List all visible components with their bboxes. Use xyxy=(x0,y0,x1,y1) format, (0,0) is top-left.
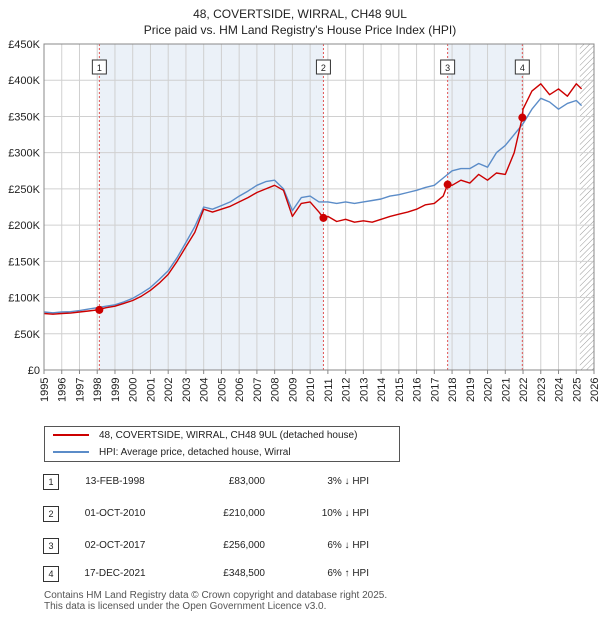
legend-item-hpi: HPI: Average price, detached house, Wirr… xyxy=(53,445,291,461)
x-tick-label: 2020 xyxy=(483,378,495,402)
x-tick-label: 2014 xyxy=(376,378,388,402)
x-tick-label: 2016 xyxy=(412,378,424,402)
chart-title: 48, COVERTSIDE, WIRRAL, CH48 9UL Price p… xyxy=(0,6,600,38)
x-tick-label: 2010 xyxy=(305,378,317,402)
sale-hpi-diff: 3% ↓ HPI xyxy=(327,476,369,487)
footer-licence: This data is licensed under the Open Gov… xyxy=(44,601,327,612)
x-tick-label: 2018 xyxy=(447,378,459,402)
x-tick-label: 2004 xyxy=(199,378,211,402)
x-tick-label: 2001 xyxy=(145,378,157,402)
y-tick-label: £350K xyxy=(8,111,40,123)
sale-number-badge: 2 xyxy=(43,506,59,522)
sale-marker-label: 3 xyxy=(445,63,450,73)
x-tick-label: 2017 xyxy=(429,378,441,402)
sale-number-badge: 3 xyxy=(43,538,59,554)
x-tick-label: 2008 xyxy=(270,378,282,402)
footer-copyright: Contains HM Land Registry data © Crown c… xyxy=(44,590,388,601)
y-tick-label: £300K xyxy=(8,148,40,160)
ownership-band xyxy=(99,44,324,370)
x-tick-label: 2019 xyxy=(465,378,477,402)
x-tick-label: 1998 xyxy=(92,378,104,402)
sale-point xyxy=(443,180,452,189)
sale-price: £348,500 xyxy=(223,568,265,579)
x-tick-label: 2012 xyxy=(341,378,353,402)
projection-hatch xyxy=(579,44,594,370)
ownership-band xyxy=(447,44,523,370)
x-tick-label: 2002 xyxy=(163,378,175,402)
sale-date: 01-OCT-2010 xyxy=(84,508,146,519)
x-tick-label: 1995 xyxy=(39,378,51,402)
sale-marker-box xyxy=(315,59,331,75)
x-tick-label: 1999 xyxy=(110,378,122,402)
chart-title-line2: Price paid vs. HM Land Registry's House … xyxy=(143,23,457,37)
sale-row: 4 17-DEC-2021 £348,500 6% ↑ HPI xyxy=(0,564,600,584)
sale-price: £210,000 xyxy=(223,508,265,519)
y-tick-label: £200K xyxy=(8,220,40,232)
sale-date: 02-OCT-2017 xyxy=(84,540,146,551)
y-tick-label: £450K xyxy=(8,39,40,51)
sale-date: 13-FEB-1998 xyxy=(85,476,145,487)
sale-point xyxy=(518,113,527,122)
x-tick-label: 2015 xyxy=(394,378,406,402)
x-tick-label: 1997 xyxy=(74,378,86,402)
legend-label-property: 48, COVERTSIDE, WIRRAL, CH48 9UL (detach… xyxy=(99,430,358,441)
sale-row: 2 01-OCT-2010 £210,000 10% ↓ HPI xyxy=(0,504,600,524)
legend-label-hpi: HPI: Average price, detached house, Wirr… xyxy=(99,447,291,458)
legend-swatch-blue xyxy=(53,451,89,454)
x-tick-label: 2007 xyxy=(252,378,264,402)
legend-item-property: 48, COVERTSIDE, WIRRAL, CH48 9UL (detach… xyxy=(53,428,357,444)
plot-frame xyxy=(43,43,595,371)
y-tick-label: £150K xyxy=(8,256,40,268)
x-tick-label: 2011 xyxy=(323,378,335,402)
y-tick-label: £100K xyxy=(8,293,40,305)
sale-hpi-diff: 10% ↓ HPI xyxy=(321,508,369,519)
x-tick-label: 2003 xyxy=(181,378,193,402)
x-tick-label: 2021 xyxy=(500,378,512,402)
sale-price: £256,000 xyxy=(223,540,265,551)
x-tick-label: 2022 xyxy=(518,378,530,402)
legend-swatch-red xyxy=(53,434,89,437)
x-tick-label: 2009 xyxy=(287,378,299,402)
chart-title-line1: 48, COVERTSIDE, WIRRAL, CH48 9UL xyxy=(193,7,407,21)
sale-hpi-diff: 6% ↓ HPI xyxy=(327,540,369,551)
x-tick-label: 1996 xyxy=(57,378,69,402)
sale-row: 3 02-OCT-2017 £256,000 6% ↓ HPI xyxy=(0,536,600,556)
x-tick-label: 2023 xyxy=(536,378,548,402)
sale-point xyxy=(95,305,104,314)
sale-number-badge: 4 xyxy=(43,566,59,582)
legend: 48, COVERTSIDE, WIRRAL, CH48 9UL (detach… xyxy=(44,426,400,462)
y-tick-label: £400K xyxy=(8,75,40,87)
x-tick-label: 2006 xyxy=(234,378,246,402)
y-tick-label: £250K xyxy=(8,184,40,196)
x-tick-label: 2005 xyxy=(216,378,228,402)
price-chart: 1 2 3 4 £0 £50K £100K £150K £200K £250K £300K £350… xyxy=(8,39,600,402)
x-tick-label: 2026 xyxy=(589,378,600,402)
x-tick-label: 2013 xyxy=(358,378,370,402)
sale-marker-box xyxy=(514,59,530,75)
x-tick-label: 2024 xyxy=(554,378,566,402)
x-tick-label: 2000 xyxy=(128,378,140,402)
sale-row: 1 13-FEB-1998 £83,000 3% ↓ HPI xyxy=(0,472,600,492)
sale-date: 17-DEC-2021 xyxy=(84,568,146,579)
y-tick-label: £0 xyxy=(28,365,40,377)
x-tick-label: 2025 xyxy=(571,378,583,402)
sale-price: £83,000 xyxy=(228,476,265,487)
sale-hpi-diff: 6% ↑ HPI xyxy=(327,568,369,579)
sale-marker-label: 1 xyxy=(97,63,102,73)
hpi-line xyxy=(43,97,583,314)
sale-marker-box xyxy=(440,59,456,75)
sale-marker-label: 4 xyxy=(520,63,525,73)
sale-marker-label: 2 xyxy=(321,63,326,73)
sale-marker-box xyxy=(91,59,107,75)
y-tick-label: £50K xyxy=(14,329,40,341)
footer: Contains HM Land Registry data © Crown c… xyxy=(44,590,387,612)
sale-point xyxy=(319,213,328,222)
sale-number-badge: 1 xyxy=(43,474,59,490)
